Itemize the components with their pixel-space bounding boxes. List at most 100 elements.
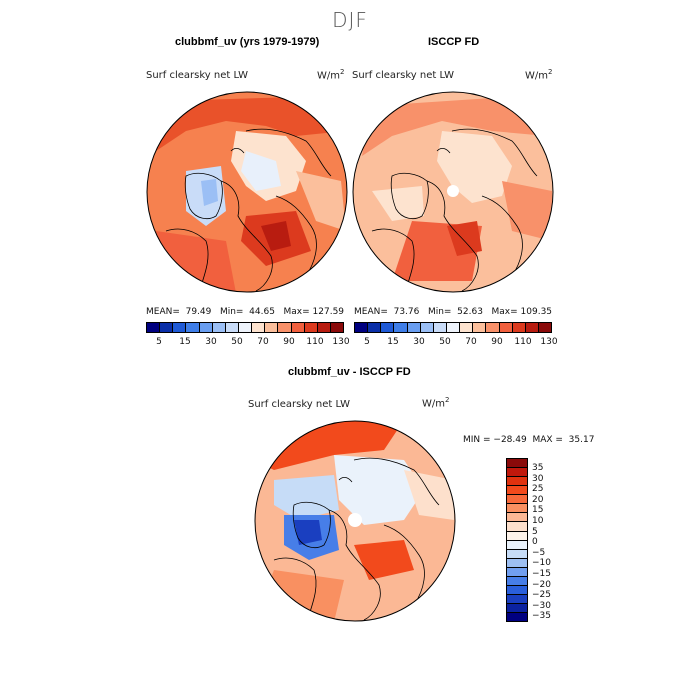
diff-panel-title: clubbmf_uv - ISCCP FD — [288, 366, 411, 378]
diff-map-border — [254, 420, 456, 622]
colorbar-swatch — [278, 323, 292, 332]
colorbar-tick-label: 50 — [231, 337, 243, 347]
colorbar-tick-label: 130 — [540, 337, 558, 347]
colorbar-swatch — [507, 522, 527, 532]
colorbar-swatch — [199, 323, 213, 332]
colorbar-tick-label: 0 — [532, 537, 538, 548]
diff-colorbar — [506, 458, 528, 622]
colorbar-swatch — [507, 549, 527, 559]
diff-variable-label: Surf clearsky net LW — [248, 399, 351, 410]
colorbar-tick-label: 35 — [532, 463, 544, 473]
obs-field-siberia — [502, 181, 552, 241]
obs-field-atlantic — [447, 221, 482, 256]
colorbar-tick-label: 30 — [532, 473, 544, 484]
colorbar-swatch — [507, 486, 527, 496]
colorbar-swatch — [507, 495, 527, 505]
colorbar-tick-label: −25 — [532, 590, 551, 601]
obs-panel-title: ISCCP FD — [428, 36, 480, 48]
colorbar-swatch — [507, 531, 527, 541]
colorbar-swatch — [473, 323, 487, 332]
colorbar-swatch — [460, 323, 474, 332]
model-units-label: W/m2 — [317, 68, 345, 82]
colorbar-swatch — [355, 323, 369, 332]
model-polar-map — [146, 91, 348, 293]
obs-field-greenland — [372, 186, 424, 221]
colorbar-tick-label: −35 — [532, 611, 551, 622]
colorbar-tick-label: 90 — [283, 337, 295, 347]
colorbar-tick-label: 5 — [156, 337, 162, 347]
model-coastlines — [165, 128, 332, 292]
model-panel-title: clubbmf_uv (yrs 1979-1979) — [175, 36, 320, 48]
colorbar-tick-label: 5 — [364, 337, 370, 347]
model-colorbar-ticks: 5 15 30 50 70 90 110 130 — [146, 337, 350, 349]
colorbar-swatch — [499, 323, 513, 332]
colorbar-swatch — [381, 323, 395, 332]
colorbar-tick-label: 30 — [205, 337, 217, 347]
model-field-siberia — [296, 171, 346, 231]
model-variable-label: Surf clearsky net LW — [146, 70, 249, 81]
colorbar-swatch — [507, 594, 527, 604]
colorbar-swatch — [317, 323, 331, 332]
obs-map-border — [352, 91, 554, 293]
colorbar-swatch — [507, 459, 527, 469]
colorbar-swatch — [330, 323, 344, 332]
colorbar-swatch — [433, 323, 447, 332]
obs-field-north-pacific — [362, 96, 547, 156]
diff-field-siberia — [404, 470, 454, 520]
obs-colorbar — [354, 322, 552, 333]
colorbar-tick-label: 130 — [332, 337, 350, 347]
diff-field-greenland-core — [294, 520, 322, 545]
season-title: DJF — [332, 8, 368, 32]
colorbar-swatch — [265, 323, 279, 332]
colorbar-tick-label: 70 — [465, 337, 477, 347]
colorbar-swatch — [394, 323, 408, 332]
colorbar-tick-label: 30 — [413, 337, 425, 347]
obs-variable-label: Surf clearsky net LW — [352, 70, 455, 81]
colorbar-tick-label: −15 — [532, 569, 551, 579]
colorbar-tick-label: 90 — [491, 337, 503, 347]
colorbar-tick-label: 15 — [179, 337, 191, 347]
colorbar-tick-label: 15 — [387, 337, 399, 347]
obs-field-arctic-ocean — [437, 131, 512, 203]
obs-stats: MEAN= 73.76 Min= 52.63 Max= 109.35 — [354, 307, 553, 317]
colorbar-swatch — [507, 540, 527, 550]
obs-polar-map — [352, 91, 554, 293]
obs-colorbar-ticks: 5 15 30 50 70 90 110 130 — [354, 337, 558, 349]
colorbar-swatch — [368, 323, 382, 332]
diff-field-atlantic — [354, 540, 414, 580]
colorbar-swatch — [507, 513, 527, 523]
colorbar-swatch — [486, 323, 500, 332]
colorbar-swatch — [507, 585, 527, 595]
colorbar-swatch — [525, 323, 539, 332]
model-stats: MEAN= 79.49 Min= 44.65 Max= 127.59 — [146, 307, 345, 317]
diff-field-canada — [274, 475, 339, 520]
colorbar-swatch — [173, 323, 187, 332]
colorbar-tick-label: −5 — [532, 547, 546, 558]
model-field-north-pacific — [156, 96, 346, 151]
colorbar-swatch — [507, 604, 527, 614]
diff-units-label: W/m2 — [422, 396, 450, 410]
colorbar-swatch — [147, 323, 161, 332]
model-field-atlantic-core — [261, 221, 291, 251]
colorbar-tick-label: 5 — [532, 526, 538, 537]
colorbar-swatch — [160, 323, 174, 332]
model-field-sea-ice — [241, 151, 281, 191]
diff-coastlines — [273, 457, 440, 621]
colorbar-tick-label: 110 — [514, 337, 532, 347]
colorbar-tick-label: 110 — [306, 337, 324, 347]
diff-pole-hole — [348, 513, 362, 527]
colorbar-swatch — [507, 468, 527, 478]
colorbar-swatch — [507, 576, 527, 586]
diff-field-arctic — [334, 455, 424, 525]
diff-polar-map — [254, 420, 456, 622]
colorbar-tick-label: 50 — [439, 337, 451, 347]
obs-coastlines — [371, 128, 538, 292]
colorbar-swatch — [252, 323, 266, 332]
colorbar-swatch — [507, 567, 527, 577]
colorbar-swatch — [420, 323, 434, 332]
colorbar-swatch — [538, 323, 552, 332]
obs-pole-hole — [447, 185, 459, 197]
model-colorbar — [146, 322, 344, 333]
diff-stats: MIN = −28.49 MAX = 35.17 — [463, 435, 595, 445]
colorbar-swatch — [512, 323, 526, 332]
